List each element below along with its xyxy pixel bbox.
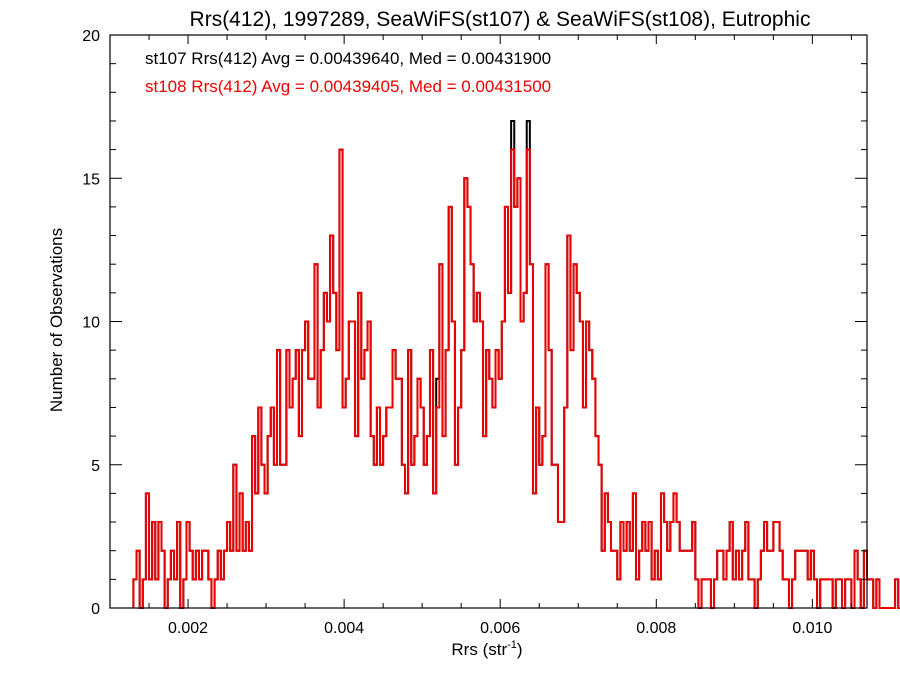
axis-ticks: 0.002 0.004 0.006 0.008 0.010 0 5 10 15 20 [82, 28, 867, 637]
x-tick-label: 0.008 [636, 620, 676, 637]
x-axis-label-close: ) [517, 640, 523, 659]
x-axis-label-main: Rrs (str [451, 640, 507, 659]
y-tick-label: 20 [82, 28, 100, 45]
st108-stats-annotation: st108 Rrs(412) Avg = 0.00439405, Med = 0… [145, 77, 551, 96]
st107-stats-annotation: st107 Rrs(412) Avg = 0.00439640, Med = 0… [145, 49, 551, 68]
x-tick-label: 0.002 [168, 620, 208, 637]
y-tick-label: 15 [82, 171, 100, 188]
series-st108-histogram [132, 148, 900, 609]
y-tick-label: 10 [82, 315, 100, 332]
x-axis-label: Rrs (str-1) [451, 639, 522, 659]
plot-frame [109, 34, 868, 609]
y-axis-label: Number of Observations [47, 228, 66, 412]
x-tick-label: 0.006 [480, 620, 520, 637]
histogram-layer [132, 119, 900, 609]
y-tick-label: 0 [91, 601, 100, 618]
chart-title: Rrs(412), 1997289, SeaWiFS(st107) & SeaW… [190, 8, 811, 31]
x-axis-label-superscript: -1 [507, 639, 517, 651]
x-tick-label: 0.004 [324, 620, 364, 637]
y-tick-label: 5 [91, 458, 100, 475]
x-tick-label: 0.010 [792, 620, 832, 637]
